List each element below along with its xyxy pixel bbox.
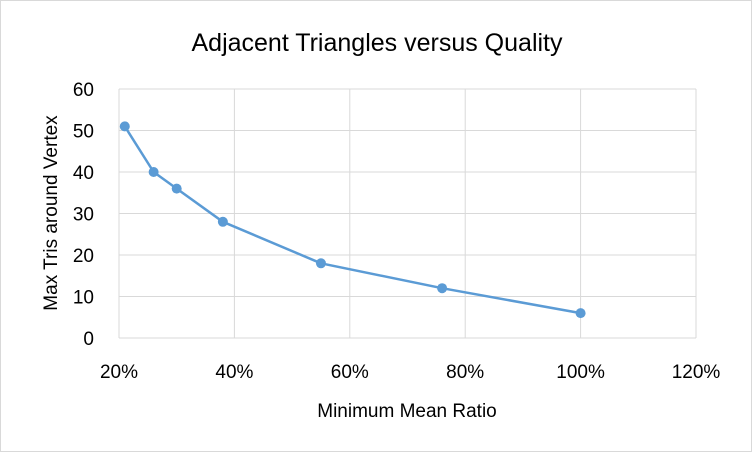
chart-title: Adjacent Triangles versus Quality	[191, 29, 563, 57]
y-tick-label-5: 50	[73, 122, 94, 143]
data-point-0-3	[217, 216, 228, 227]
x-tick-label-1: 40%	[215, 362, 253, 383]
data-point-0-0	[119, 121, 130, 132]
y-axis-label: Max Tris around Vertex	[41, 115, 62, 311]
series-group	[119, 121, 586, 319]
data-point-0-2	[171, 183, 182, 194]
x-tick-labels: 20% 40% 60% 80% 100% 120%	[100, 362, 720, 383]
y-tick-label-0: 0	[83, 329, 94, 350]
data-point-0-4	[315, 258, 326, 269]
y-tick-label-4: 40	[73, 163, 94, 184]
series-line-0	[123, 125, 581, 315]
data-point-0-5	[437, 283, 448, 294]
x-tick-label-4: 100%	[556, 362, 605, 383]
y-tick-label-3: 30	[73, 205, 94, 226]
grid-lines	[118, 88, 697, 339]
x-axis-label: Minimum Mean Ratio	[317, 401, 497, 422]
x-tick-label-0: 20%	[100, 362, 138, 383]
y-tick-label-6: 60	[73, 80, 94, 101]
data-point-0-1	[148, 167, 159, 177]
data-point-0-6	[575, 308, 586, 319]
y-tick-label-1: 10	[73, 288, 94, 309]
x-tick-label-5: 120%	[672, 362, 721, 383]
y-tick-label-2: 20	[73, 246, 94, 267]
y-tick-labels: 0 10 20 30 40 50 60	[73, 80, 94, 350]
x-tick-label-2: 60%	[331, 362, 369, 383]
x-tick-label-3: 80%	[446, 362, 484, 383]
